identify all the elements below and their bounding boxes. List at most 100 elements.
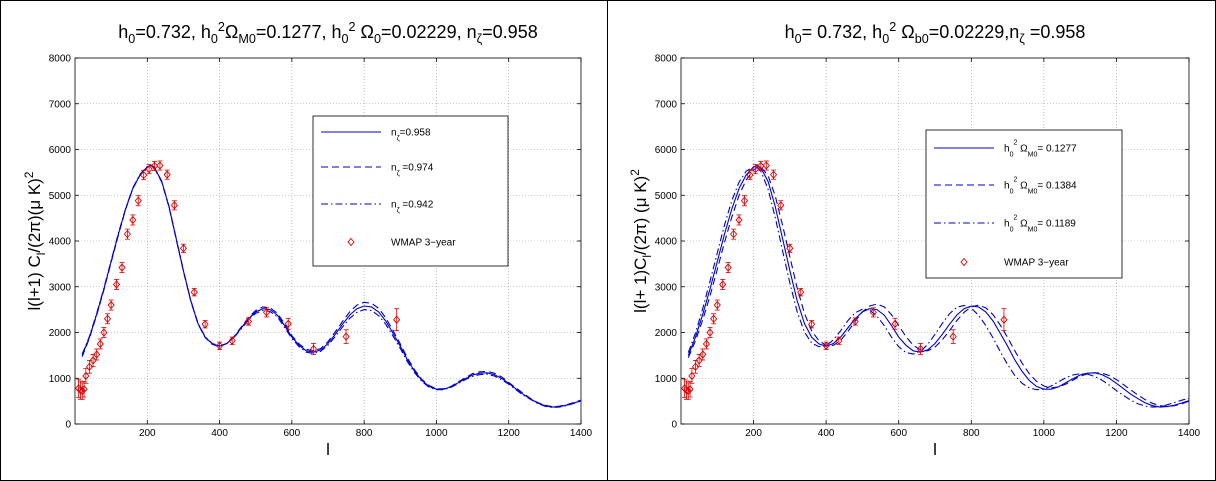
diamond-marker [735,215,743,225]
diamond-marker [393,315,401,324]
diamond-marker [80,385,88,394]
chart-title-part: h [785,22,795,42]
y-axis-label-part: l(l+ 1)C [631,258,650,313]
series-line-dashed [687,166,1190,408]
chart-title-part: =0.1277, h [256,22,342,42]
chart-title-part: 2 [889,20,896,34]
legend-entry: h0 2 ΩM0= 0.1384 [934,177,1077,196]
wmap-point [262,307,271,318]
wmap-point [103,313,112,325]
legend-box [312,115,509,267]
wmap-point [777,200,785,211]
chart-title-part: 0 [211,32,218,46]
diamond-marker [713,300,721,310]
legend-entry: h0 2 ΩM0= 0.1277 [934,140,1077,159]
wmap-point [190,288,198,297]
legend-label-part: 0 [1010,227,1014,234]
x-tick-label: 400 [211,428,228,439]
wmap-point [163,169,171,180]
wmap-point [719,279,727,290]
legend-label-part: Ω [1017,219,1028,230]
diamond-marker [706,328,714,337]
diamond-marker [123,229,131,239]
wmap-point [757,160,765,171]
diamond-marker [309,344,318,354]
wmap-point [769,169,778,180]
chart-right: 200 400 600 800 1000 1200 14000100020003000400… [628,20,1201,459]
legend-label-part: 0 [1010,152,1014,159]
x-tick-label: 200 [139,428,156,439]
wmap-point [215,341,224,350]
wmap-point [156,160,164,171]
legend-label: WMAP 3−year [1004,258,1069,269]
legend-label-part: h [1004,144,1010,155]
legend-label-part: = 0.1189 [1037,219,1076,230]
wmap-point [393,308,401,332]
y-tick-label: 0 [65,420,71,431]
diamond-marker [916,344,925,354]
legend-entry: WMAP 3−year [347,238,456,249]
series-line-dashdot [81,164,582,409]
chart-left: 200 400 600 800 1000 1200 14000100020003000400… [22,20,593,459]
wmap-point [949,329,957,344]
diamond-marker [190,288,198,297]
chart-title-part: 0 [341,32,348,46]
y-tick-label: 1000 [655,374,678,385]
wmap-point [808,320,816,329]
legend-label-part: ζ [397,136,400,143]
legend-label-part: ζ [397,171,400,178]
wmap-point [746,170,754,181]
chart-title-part: ζ [1019,32,1025,46]
legend-label-part: Ω [1017,181,1028,192]
chart-title-part: M0 [238,32,256,46]
y-axis-label-part: /(2π) (μ K) [631,176,650,255]
y-tick-label: 4000 [49,237,72,248]
wmap-point [82,368,90,384]
diamond-marker [949,332,957,341]
wmap-point [228,336,236,345]
chart-title-part: Ω [896,22,914,42]
y-axis-label-group: l(l+1) Cl/(2π)(μ K)2 [22,171,48,310]
x-tick-label: 1200 [498,428,521,439]
wmap-point [786,243,794,253]
diamond-marker [777,201,785,210]
x-axis-label: l [933,440,937,459]
diamond-marker [262,308,271,317]
diamond-marker [96,339,104,349]
diamond-marker [757,161,765,171]
x-tick-label: 1200 [1105,428,1128,439]
wmap-point [797,288,805,297]
legend-label-part: h [1004,219,1010,230]
y-tick-label: 2000 [49,328,72,339]
chart-title-part: 2 [349,20,356,34]
wmap-point [822,341,830,350]
legend-label-part: ζ [397,208,400,215]
diamond-marker [342,332,350,341]
wmap-point [702,338,710,350]
y-tick-label: 8000 [655,54,678,65]
wmap-point [851,317,859,326]
diamond-marker [851,317,859,326]
y-tick-label: 3000 [655,282,678,293]
x-axis-label: l [326,440,330,459]
wmap-point [100,327,108,338]
y-axis-label: l(l+1) Cl/(2π)(μ K)2 [22,171,48,310]
series-2 [81,164,582,409]
legend-label-part: n [391,128,397,139]
wmap-point [150,160,159,171]
diamond-marker [699,350,707,359]
chart-title-part: Ω [356,22,374,42]
diamond-marker [724,263,732,272]
y-tick-label: 8000 [49,54,72,65]
diamond-marker [822,341,830,350]
wmap-point [140,170,148,181]
legend-label-part: =0.942 [400,200,434,211]
x-tick-label: 200 [745,428,762,439]
chart-title-part: =0.02229, n [381,22,477,42]
chart-title-part: =0.958 [1025,22,1086,42]
chart-title-part: 0 [882,32,889,46]
chart-title-part: ζ [477,32,483,46]
diamond-marker [702,339,710,349]
wmap-point [107,299,115,311]
